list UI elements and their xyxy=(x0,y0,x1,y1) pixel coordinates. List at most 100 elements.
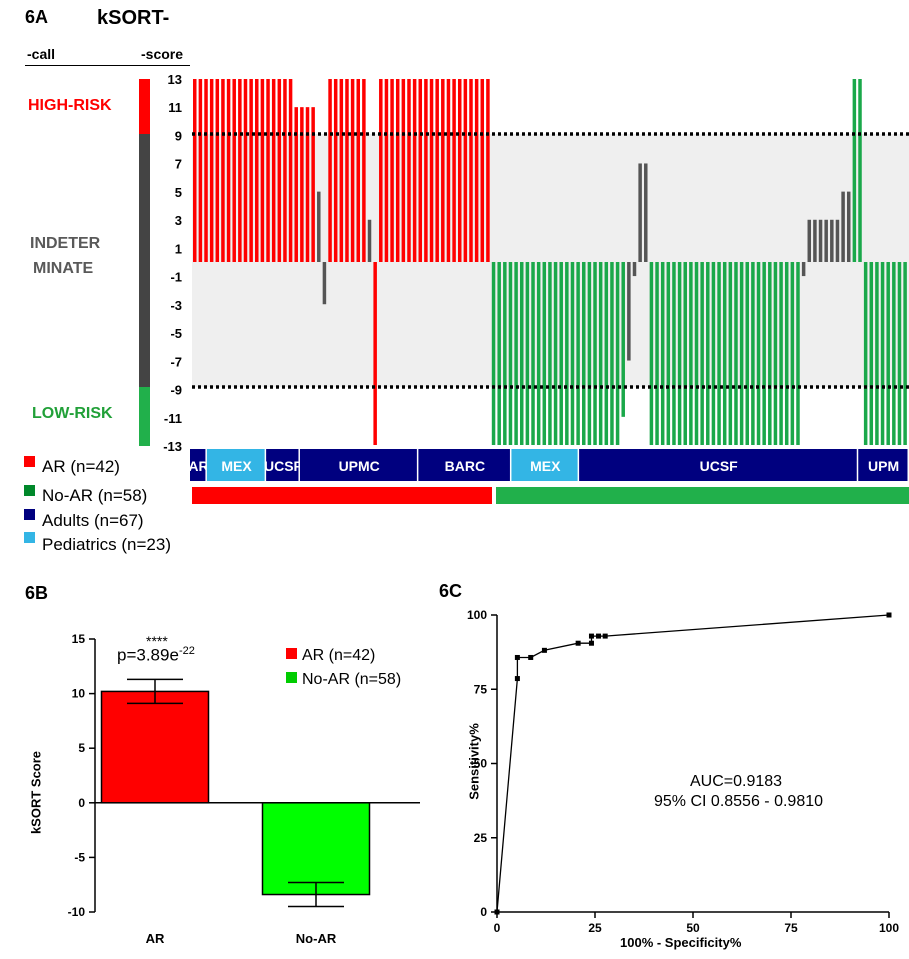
wf-bar xyxy=(350,79,355,262)
roc-point xyxy=(596,633,602,639)
legend-pediatrics-swatch xyxy=(24,532,35,543)
zone-indeterminate-label-1: INDETER xyxy=(30,235,101,252)
wf-bar xyxy=(384,79,389,262)
wf-bar xyxy=(249,79,253,262)
legend-no-ar-swatch xyxy=(24,485,35,496)
wf-bar xyxy=(830,219,834,262)
p-value-base: p=3.89e xyxy=(117,645,179,665)
wf-bar xyxy=(610,262,614,445)
wf-bar xyxy=(300,107,304,263)
c-xtick-label: 0 xyxy=(494,921,501,935)
b-ytick-label: 15 xyxy=(72,632,86,646)
cohort-band xyxy=(418,449,510,481)
wf-bar xyxy=(892,262,896,445)
wf-bar xyxy=(553,262,558,445)
wf-bar xyxy=(565,262,569,445)
wf-bar xyxy=(379,79,383,262)
c-ytick-label: 0 xyxy=(480,905,487,919)
c-ytick-label: 50 xyxy=(474,757,488,771)
roc-point xyxy=(528,654,534,660)
wf-bar xyxy=(480,79,485,262)
roc-point xyxy=(541,647,547,653)
c-ytick-label: 75 xyxy=(474,682,488,696)
wf-ytick-label: 5 xyxy=(175,185,182,200)
wf-bar xyxy=(373,262,377,445)
wf-bar xyxy=(536,262,541,445)
wf-ytick-label: 1 xyxy=(175,241,182,256)
wf-bar xyxy=(469,79,473,262)
wf-bar xyxy=(311,107,315,263)
c-ytick-label: 100 xyxy=(467,608,487,622)
legend-adults-label: Adults (n=67) xyxy=(42,511,144,530)
legend-pediatrics-label: Pediatrics (n=23) xyxy=(42,535,171,554)
wf-bar xyxy=(407,79,411,262)
wf-ytick-label: -5 xyxy=(170,326,182,341)
wf-bar xyxy=(711,262,716,445)
wf-bar xyxy=(784,262,789,445)
wf-bar xyxy=(869,262,874,445)
b-legend-no-ar-swatch xyxy=(286,672,297,683)
wf-bar xyxy=(875,262,879,445)
cohort-label: UPMC xyxy=(339,458,380,474)
wf-bar xyxy=(677,262,682,445)
wf-bar xyxy=(345,79,349,262)
wf-bar xyxy=(858,79,862,262)
b-legend-no-ar-label: No-AR (n=58) xyxy=(302,671,402,688)
wf-bar xyxy=(852,79,857,262)
wf-ytick-label: 7 xyxy=(175,157,182,172)
panel-a-title: kSORT- xyxy=(97,7,170,29)
c-xtick-label: 25 xyxy=(588,921,602,935)
wf-bar xyxy=(328,79,332,262)
wf-bar xyxy=(209,79,214,262)
group-bar-ar xyxy=(192,487,492,504)
b-ytick-label: -5 xyxy=(74,850,85,864)
wf-bar xyxy=(542,262,547,445)
roc-chart: 00 25 25 50 50 75 75 100 100 xyxy=(467,608,899,935)
wf-bar xyxy=(226,79,231,262)
c-xtick-label: 75 xyxy=(784,921,798,935)
wf-bar xyxy=(886,262,890,445)
wf-ytick-label: -1 xyxy=(170,270,182,285)
wf-bar xyxy=(570,262,575,445)
wf-bar xyxy=(435,79,439,262)
cohort-band xyxy=(206,449,265,481)
wf-bar xyxy=(441,79,445,262)
c-xtick-label: 100 xyxy=(879,921,899,935)
wf-bar xyxy=(897,262,902,445)
wf-bar xyxy=(627,262,631,361)
wf-bar xyxy=(717,262,721,445)
wf-bar xyxy=(762,262,766,445)
b-ytick-label: 0 xyxy=(78,796,85,810)
panel-c-label: 6C xyxy=(439,581,463,601)
wf-bar xyxy=(846,191,851,262)
wf-bar xyxy=(863,262,868,445)
roc-point xyxy=(602,633,608,639)
roc-point xyxy=(514,676,520,682)
cohort-label: UCSF xyxy=(700,458,739,474)
wf-bar xyxy=(277,79,282,262)
roc-point xyxy=(514,654,520,660)
wf-bar xyxy=(683,262,687,445)
wf-bar xyxy=(660,262,665,445)
wf-bar xyxy=(531,262,535,445)
wf-bar xyxy=(356,79,360,262)
wf-bar xyxy=(672,262,676,445)
zone-high-risk-label: HIGH-RISK xyxy=(28,97,112,114)
group-bar-no-ar xyxy=(496,487,909,504)
wf-bar xyxy=(824,219,828,262)
b-ytick-label: 10 xyxy=(72,687,86,701)
wf-bar xyxy=(367,219,372,262)
wf-bar xyxy=(418,79,423,262)
wf-bar xyxy=(305,107,310,263)
roc-point xyxy=(588,640,594,646)
wf-bar xyxy=(587,262,592,445)
wf-bar xyxy=(751,262,755,445)
wf-bar xyxy=(412,79,417,262)
cohort-band xyxy=(579,449,857,481)
wf-bar xyxy=(632,262,637,277)
cohort-band xyxy=(511,449,578,481)
b-xtick-label: No-AR xyxy=(296,931,337,946)
wf-ytick-label: -3 xyxy=(170,298,182,313)
wf-bar xyxy=(266,79,270,262)
legend-no-ar-label: No-AR (n=58) xyxy=(42,486,148,505)
